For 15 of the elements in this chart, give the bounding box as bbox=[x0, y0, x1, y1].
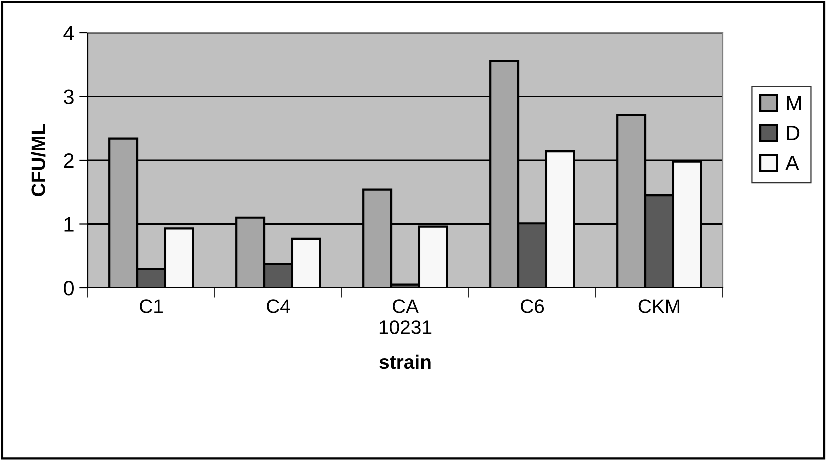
x-axis-title: strain bbox=[380, 354, 431, 370]
legend-label: M bbox=[787, 96, 802, 110]
y-tick-label: 2 bbox=[64, 154, 74, 168]
y-tick-label: 1 bbox=[64, 217, 74, 232]
x-tick-label: C1 bbox=[140, 300, 163, 314]
legend-label: A bbox=[786, 156, 800, 170]
x-tick-label: C4 bbox=[267, 300, 290, 314]
x-tick-label: C6 bbox=[521, 300, 544, 314]
y-tick-label: 0 bbox=[64, 281, 74, 296]
y-tick-label: 3 bbox=[64, 90, 74, 105]
legend-label: D bbox=[787, 126, 800, 140]
x-tick-label: CKM bbox=[638, 300, 680, 314]
y-tick-label: 4 bbox=[64, 26, 74, 41]
x-tick-label: CA 10231 bbox=[380, 300, 432, 334]
y-axis-title: CFU/ML bbox=[31, 124, 46, 196]
